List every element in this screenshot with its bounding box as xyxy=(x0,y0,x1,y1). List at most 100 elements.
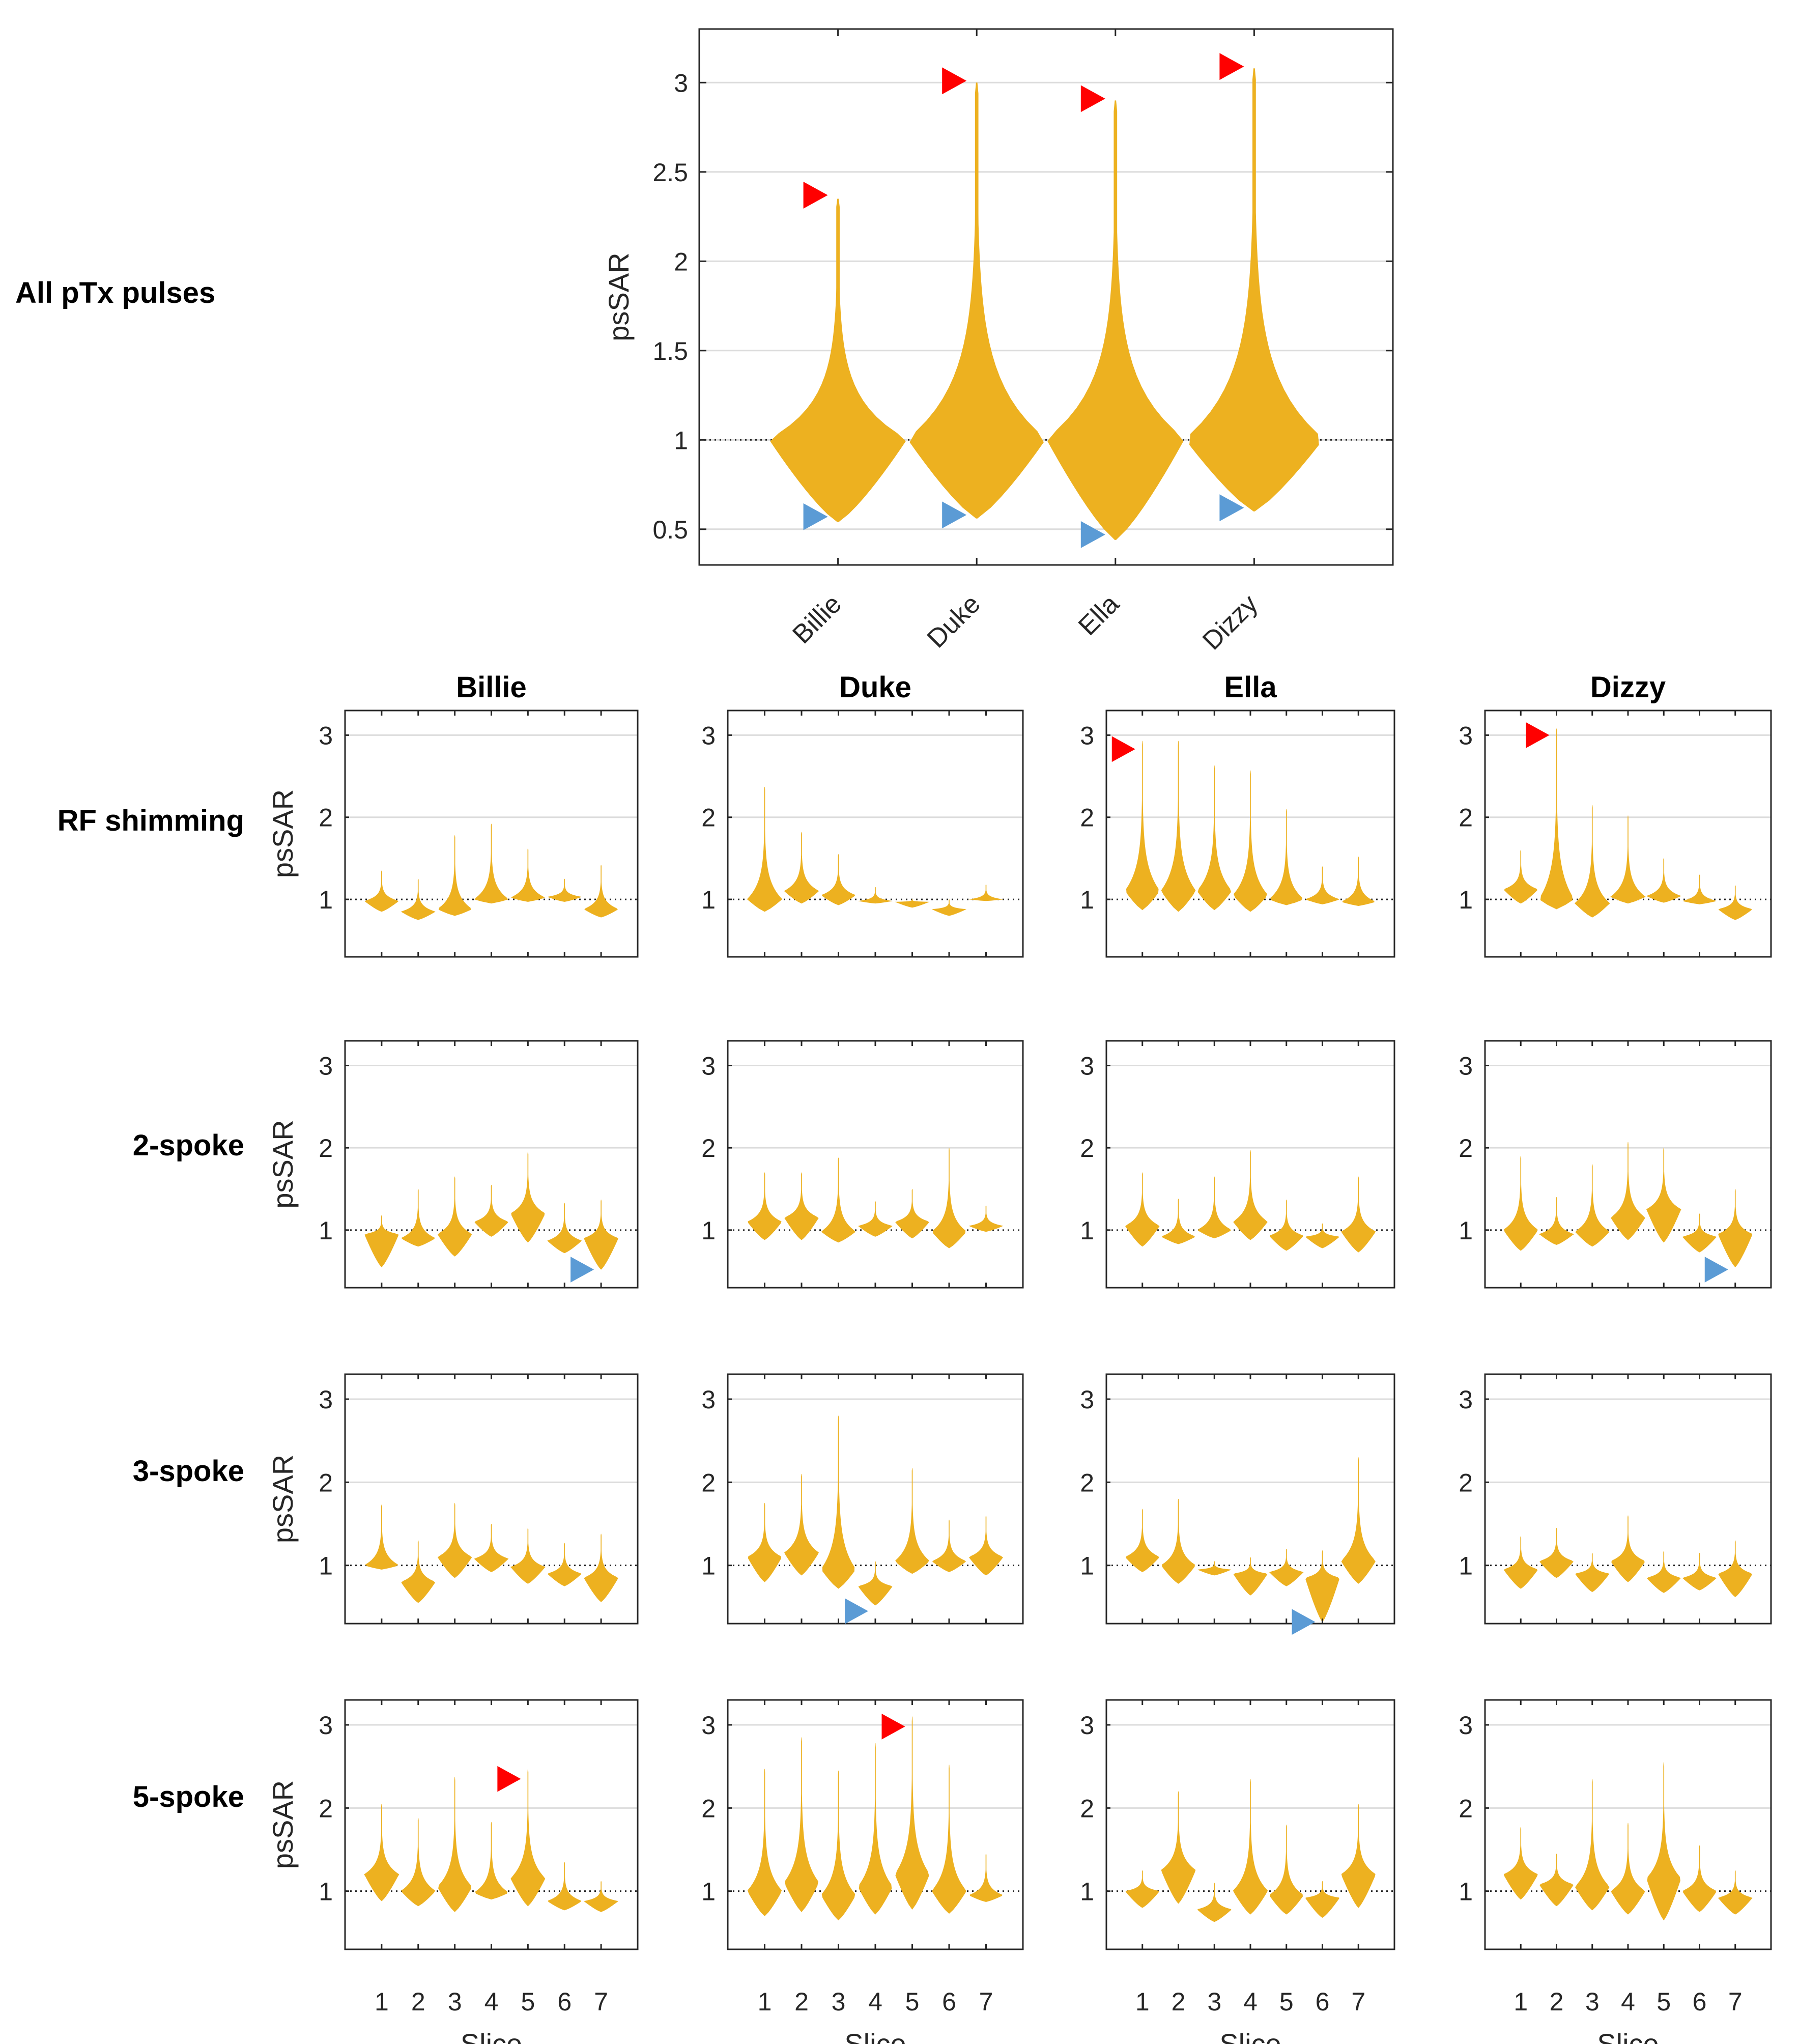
violin-slice-1 xyxy=(1125,1870,1159,1908)
violin-slice-7 xyxy=(584,1200,618,1270)
axes-frame xyxy=(344,1373,639,1625)
column-title-ella: Ella xyxy=(1224,671,1277,704)
violin-slice-5 xyxy=(1646,1148,1681,1243)
violin-slice-2 xyxy=(784,1172,819,1240)
y-tick-label: 1 xyxy=(1080,886,1094,914)
violin-slice-1 xyxy=(1125,1172,1160,1247)
x-tick-label: 1 xyxy=(1514,1988,1528,2016)
y-tick-label: 1 xyxy=(319,1878,333,1906)
violin-slice-6 xyxy=(1305,1223,1339,1248)
violin-slice-5 xyxy=(1647,1551,1681,1593)
axes-frame xyxy=(1105,1040,1395,1289)
panel-rf-shimming-dizzy: 1 2 3 xyxy=(1459,709,1772,958)
axes-frame xyxy=(727,1699,1024,1950)
violin-slice-7 xyxy=(968,885,1004,901)
violin-dizzy xyxy=(1189,68,1319,512)
y-tick-label: 1 xyxy=(319,1552,333,1580)
violin-slice-2 xyxy=(785,1737,818,1912)
y-tick-label: 1 xyxy=(1459,1552,1473,1580)
x-tick-label: Duke xyxy=(922,589,986,654)
x-tick-label: Billie xyxy=(787,589,847,649)
y-tick-label: 2 xyxy=(1459,1468,1473,1497)
x-tick-label: 6 xyxy=(557,1988,572,2016)
violin-slice-6 xyxy=(1305,1550,1339,1622)
x-tick-label: 6 xyxy=(1316,1988,1330,2016)
axes-frame xyxy=(727,1040,1024,1289)
violin-slice-6 xyxy=(932,1519,966,1572)
y-tick-label: 0.5 xyxy=(652,516,688,544)
violin-slice-6 xyxy=(1305,1881,1339,1918)
violin-slice-6 xyxy=(1682,1553,1717,1591)
violin-slice-2 xyxy=(1539,1528,1574,1578)
row-label-rf-shimming: RF shimming xyxy=(58,804,244,837)
column-title-billie: Billie xyxy=(456,671,527,704)
y-tick-label: 3 xyxy=(1459,1385,1473,1414)
violin-slice-2 xyxy=(401,1540,436,1603)
violin-slice-1 xyxy=(1126,741,1159,911)
max-marker-icon xyxy=(497,1766,521,1792)
violin-slice-5 xyxy=(895,1468,929,1574)
y-tick-label: 1 xyxy=(1459,1216,1473,1245)
violin-slice-7 xyxy=(1341,1457,1376,1584)
y-tick-label: 3 xyxy=(1459,1711,1473,1740)
x-tick-label: 4 xyxy=(1243,1988,1258,2016)
violin-slice-4 xyxy=(1610,815,1646,904)
violin-slice-5 xyxy=(1646,858,1681,903)
y-tick-label: 3 xyxy=(701,1711,716,1740)
violin-slice-7 xyxy=(968,1515,1004,1576)
violin-slice-2 xyxy=(1161,1791,1196,1904)
x-axis-label: Slice xyxy=(1597,2028,1659,2044)
violin-slice-3 xyxy=(438,1777,472,1912)
y-tick-label: 2 xyxy=(674,247,688,276)
violin-slice-6 xyxy=(932,1765,966,1914)
panel-2-spoke-duke: 1 2 3 xyxy=(701,1040,1024,1289)
axes-frame xyxy=(727,709,1024,958)
max-marker-icon xyxy=(942,67,967,95)
x-tick-label: 2 xyxy=(794,1988,809,2016)
y-tick-label: 3 xyxy=(319,1052,333,1081)
x-tick-label: 3 xyxy=(448,1988,462,2016)
panel-grid: Billie Duke Ella Dizzy123psSAR123123123123p… xyxy=(267,671,1772,2044)
violin-slice-5 xyxy=(895,1716,929,1910)
y-tick-label: 2 xyxy=(319,804,333,832)
panel-2-spoke-ella: 1 2 3 xyxy=(1080,1040,1395,1289)
violin-slice-7 xyxy=(1718,1540,1752,1597)
row-label-all: All pTx pulses xyxy=(15,276,215,309)
violin-slice-2 xyxy=(784,832,819,904)
violin-slice-3 xyxy=(1197,1561,1232,1576)
violin-slice-4 xyxy=(474,824,508,904)
violin-duke xyxy=(909,82,1044,519)
y-axis-label: psSAR xyxy=(267,1780,299,1869)
x-tick-label: 1 xyxy=(1135,1988,1150,2016)
x-tick-label: 3 xyxy=(1585,1988,1600,2016)
y-tick-label: 3 xyxy=(1080,721,1094,750)
y-tick-label: 2 xyxy=(1080,1468,1094,1497)
y-axis-label: psSAR xyxy=(267,1120,299,1208)
violin-slice-6 xyxy=(548,878,581,902)
x-tick-label: 5 xyxy=(521,1988,535,2016)
y-tick-label: 3 xyxy=(1459,721,1473,750)
violin-slice-7 xyxy=(969,1854,1003,1902)
top-violin-chart: 0.5 1 1.5 2 2.5 3 Billie Duke Ella Dizzy psSAR xyxy=(603,28,1394,656)
x-tick-label: 5 xyxy=(1657,1988,1671,2016)
violin-slice-4 xyxy=(1233,1150,1268,1240)
x-tick-label: 7 xyxy=(979,1988,993,2016)
x-tick-label: Ella xyxy=(1073,589,1125,641)
violin-slice-5 xyxy=(1270,1825,1303,1915)
violin-slice-1 xyxy=(364,1215,399,1267)
violin-slice-2 xyxy=(1539,1854,1574,1907)
min-marker-icon xyxy=(1704,1257,1728,1283)
violin-slice-5 xyxy=(510,1528,546,1584)
violin-slice-3 xyxy=(1197,765,1232,911)
x-tick-label: 5 xyxy=(1279,1988,1294,2016)
violin-slice-5 xyxy=(1269,1549,1304,1586)
violin-slice-7 xyxy=(1341,1176,1376,1253)
min-marker-icon xyxy=(1219,494,1244,522)
violin-slice-4 xyxy=(1233,1557,1268,1596)
axes-frame xyxy=(344,709,639,958)
y-tick-label: 1 xyxy=(701,886,716,914)
violin-slice-4 xyxy=(1234,770,1267,912)
y-axis-label: psSAR xyxy=(267,789,299,878)
